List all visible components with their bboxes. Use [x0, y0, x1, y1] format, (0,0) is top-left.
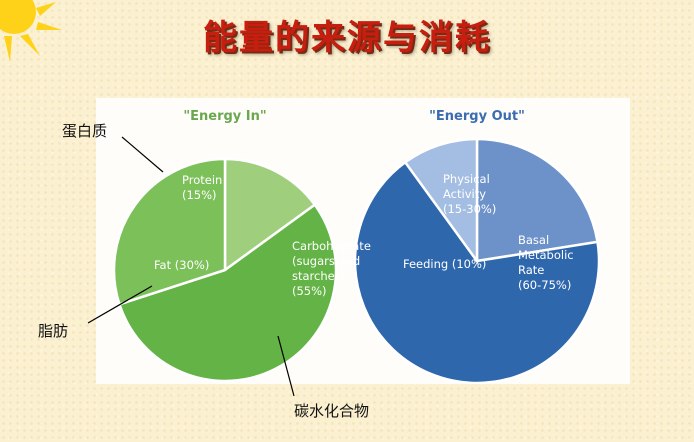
pie-slice-carbohydrate: [117, 203, 338, 383]
protein-leader-line: [121, 136, 164, 173]
carbohydrate-annotation: 碳水化合物: [294, 402, 370, 420]
pie-charts: "Energy In" "Energy Out" Protein (15%) Car…: [112, 109, 601, 384]
slice-label-basal-metabolic-rate: Basal Metabolic Rate (60-75%): [518, 233, 574, 292]
sun-icon: [0, 0, 62, 62]
slice-label-feeding: Feeding (10%): [403, 257, 486, 271]
pie-slice-fat: [112, 157, 227, 306]
energy-in-title: "Energy In": [183, 109, 266, 124]
protein-annotation: 蛋白质: [62, 122, 108, 140]
pie-slice-feeding: [403, 137, 479, 265]
slice-label-fat: Fat (30%): [154, 258, 209, 272]
page-title: 能量的来源与消耗: [203, 18, 491, 58]
fat-leader-line: [87, 285, 153, 324]
carbohydrate-leader-line: [277, 335, 295, 397]
pie-slice-physical-activity: [475, 137, 599, 263]
chart-panel: "Energy In" "Energy Out" Protein (15%) Car…: [96, 98, 630, 384]
slice-label-physical-activity: Physical Activity (15-30%): [443, 172, 496, 216]
slice-label-carbohydrate: Carbohydrate (sugars and starches) (55%): [292, 239, 371, 298]
energy-out-title: "Energy Out": [429, 109, 525, 124]
fat-annotation: 脂肪: [38, 322, 69, 340]
slice-label-protein: Protein (15%): [182, 173, 222, 202]
pie-slice-protein: [223, 157, 317, 273]
pie-slice-basal-metabolic-rate: [353, 160, 601, 384]
